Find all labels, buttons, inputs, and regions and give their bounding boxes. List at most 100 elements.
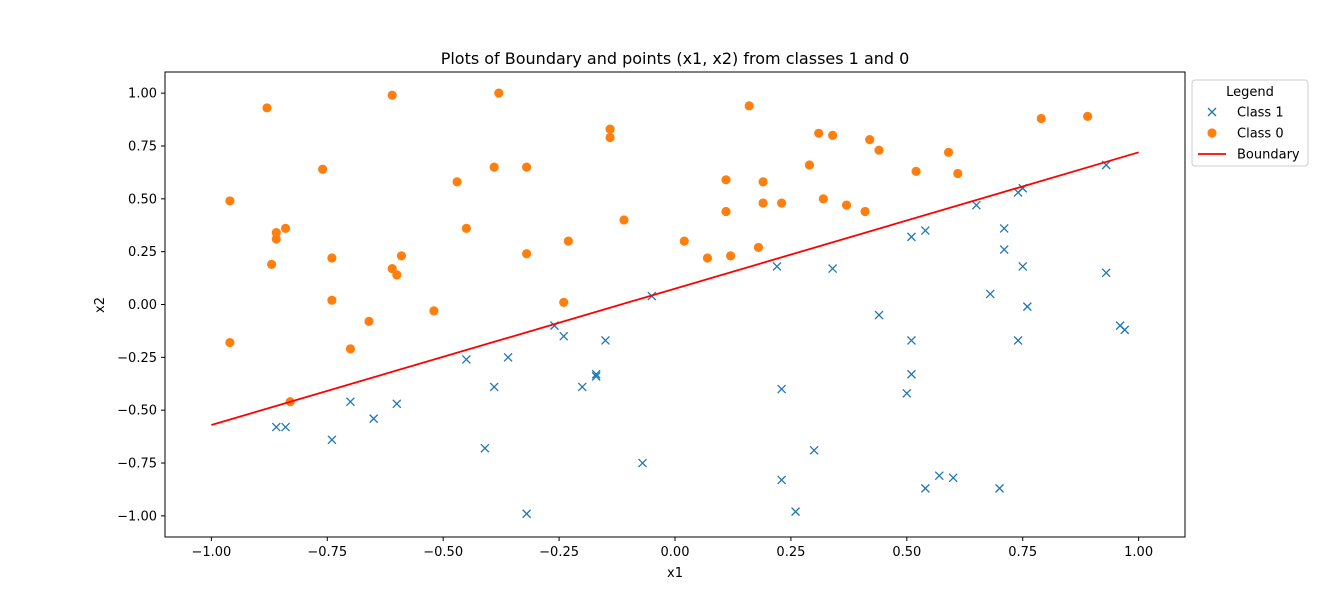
class-0-point bbox=[814, 128, 824, 138]
y-tick-label: −1.00 bbox=[117, 509, 157, 524]
legend-title: Legend bbox=[1226, 85, 1274, 100]
class-1-point bbox=[591, 369, 601, 379]
class-0-point bbox=[619, 215, 629, 225]
class-1-point bbox=[920, 226, 930, 235]
legend-entry-label: Boundary bbox=[1237, 148, 1300, 163]
class-0-point bbox=[280, 223, 291, 234]
class-0-point bbox=[758, 198, 768, 208]
y-tick-label: −0.75 bbox=[117, 457, 157, 472]
class-0-point bbox=[865, 135, 875, 145]
class-0-point bbox=[396, 251, 407, 261]
class-1-point bbox=[480, 443, 490, 453]
y-tick-label: 0.00 bbox=[128, 298, 157, 313]
class-0-point bbox=[1036, 113, 1046, 124]
class-1-point bbox=[995, 483, 1005, 493]
class-1-point bbox=[791, 507, 801, 517]
class-0-point bbox=[392, 270, 402, 280]
class-1-point bbox=[985, 289, 995, 299]
axes-frame bbox=[164, 71, 1186, 538]
class-1-point bbox=[591, 371, 601, 381]
class-0-point bbox=[461, 223, 471, 234]
class-1-point bbox=[369, 414, 379, 424]
class-1-point bbox=[1120, 325, 1130, 335]
class-1-point bbox=[1022, 302, 1032, 312]
class-1-point bbox=[902, 388, 912, 398]
boundary-line bbox=[211, 151, 1139, 426]
class-1-point bbox=[934, 471, 944, 481]
legend-entry-label: Class 1 bbox=[1237, 106, 1284, 121]
x-tick-label: 0.75 bbox=[1008, 545, 1037, 560]
class-0-point bbox=[753, 242, 764, 253]
class-1-point bbox=[345, 397, 355, 407]
class-1-point bbox=[559, 331, 569, 341]
class-1-point bbox=[327, 435, 337, 445]
class-0-point bbox=[1083, 111, 1093, 121]
class-1-point bbox=[772, 261, 782, 271]
x-tick-label: 1.00 bbox=[1124, 545, 1153, 560]
class-0-point bbox=[522, 162, 532, 172]
class-1-point bbox=[600, 335, 610, 345]
y-tick-label: 0.50 bbox=[128, 192, 157, 207]
class-0-point bbox=[702, 253, 713, 263]
class-1-point bbox=[777, 384, 787, 394]
class-0-point bbox=[522, 249, 532, 259]
class-1-point bbox=[1013, 335, 1023, 345]
class-0-point bbox=[758, 177, 768, 187]
x-tick-label: −0.75 bbox=[307, 545, 347, 560]
class-1-point bbox=[392, 399, 402, 409]
class-0-point bbox=[874, 145, 884, 155]
class-1-point bbox=[1101, 268, 1111, 278]
x-tick-label: −1.00 bbox=[191, 545, 231, 560]
legend: Legend Class 1 Class 0 Boundary bbox=[1191, 79, 1309, 167]
class-1-point bbox=[999, 245, 1009, 255]
class-0-point bbox=[721, 206, 731, 217]
class-1-point bbox=[522, 509, 532, 519]
class-1-point bbox=[777, 475, 787, 485]
class-1-point bbox=[638, 458, 648, 468]
class-0-point bbox=[953, 168, 963, 179]
legend-box bbox=[1191, 79, 1309, 167]
class-1-point bbox=[489, 382, 499, 392]
class-0-point bbox=[318, 164, 328, 174]
class-1-point bbox=[281, 422, 291, 432]
class-0-point bbox=[721, 175, 731, 185]
x-axis-label: x1 bbox=[667, 566, 683, 581]
class-0-point bbox=[225, 196, 235, 206]
class-0-point bbox=[271, 228, 281, 238]
class-0-point bbox=[429, 306, 439, 316]
class-1-point bbox=[948, 473, 958, 483]
y-tick-label: 0.75 bbox=[128, 139, 157, 154]
class-0-point bbox=[911, 166, 921, 176]
class-0-point bbox=[267, 259, 277, 269]
class-0-point bbox=[489, 162, 499, 172]
x-tick-label: −0.50 bbox=[423, 545, 463, 560]
legend-marker-class-0 bbox=[1207, 128, 1217, 138]
class-0-point bbox=[804, 160, 815, 170]
class-0-point bbox=[225, 337, 235, 348]
class-1-point bbox=[809, 445, 819, 455]
class-0-point bbox=[345, 344, 356, 354]
chart-title: Plots of Boundary and points (x1, x2) fr… bbox=[441, 49, 910, 68]
y-axis: −1.00 −0.75 −0.50 −0.25 0.00 0.25 0.50 0.75 1.00 bbox=[117, 87, 165, 524]
x-tick-label: 0.00 bbox=[661, 545, 690, 560]
x-axis: −1.00 −0.75 −0.50 −0.25 0.00 0.25 0.50 0.75 1.00 bbox=[191, 537, 1153, 560]
x-tick-label: 0.50 bbox=[892, 545, 921, 560]
class-0-point bbox=[679, 236, 689, 246]
legend-entry-label: Class 0 bbox=[1237, 127, 1284, 142]
class-1-point bbox=[906, 335, 916, 345]
y-axis-label: x2 bbox=[93, 297, 108, 313]
y-tick-label: 1.00 bbox=[128, 87, 157, 102]
class-0-point bbox=[387, 263, 397, 274]
class-1-point bbox=[906, 232, 916, 242]
plot-area bbox=[211, 88, 1139, 519]
class-0-point bbox=[327, 253, 337, 263]
class-0-point bbox=[777, 198, 787, 208]
class-0-point bbox=[494, 88, 504, 98]
class-0-point bbox=[387, 90, 397, 100]
y-tick-label: −0.25 bbox=[117, 351, 157, 366]
class-0-point bbox=[364, 316, 374, 327]
class-0-point bbox=[605, 124, 615, 134]
class-0-point bbox=[841, 200, 852, 210]
class-0-point bbox=[271, 234, 281, 244]
